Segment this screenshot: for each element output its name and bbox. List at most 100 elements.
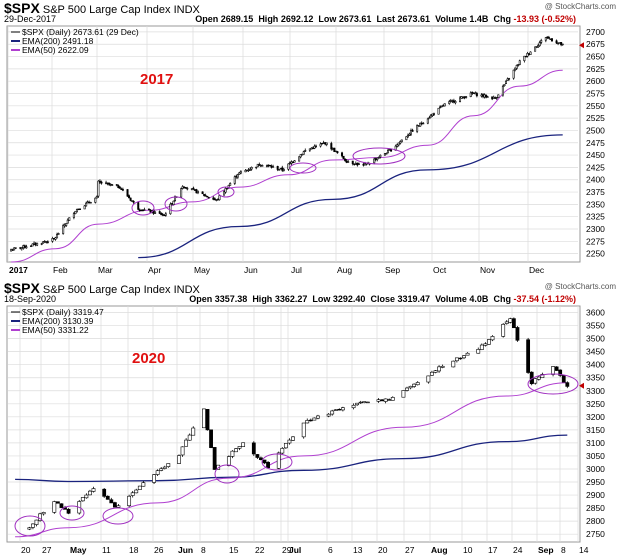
candle [192,186,195,191]
candle [550,38,553,42]
candle [342,155,345,160]
candle [561,374,566,383]
candle [164,211,167,217]
candle [515,64,518,71]
chg-value: -37.54 (-1.12%) [513,294,576,304]
candle [526,337,531,374]
candle [483,342,488,347]
candle [422,122,425,125]
open-value: 3357.38 [214,294,248,304]
candle [137,202,140,211]
x-tick-label: Aug [431,545,448,555]
candle [77,208,80,211]
candle [337,408,342,411]
candle [249,167,252,171]
candle [66,218,69,224]
candle [301,153,304,156]
candle [431,113,434,118]
candle [95,195,98,199]
candle [554,366,559,371]
y-tick-label: 2900 [586,490,605,500]
candle [250,166,253,171]
y-tick-label: 2750 [586,529,605,539]
candle [154,211,157,214]
symbol: $SPX [4,280,40,296]
candle [451,360,456,368]
candle [203,193,206,197]
credit[interactable]: @ StockCharts.com [544,2,616,11]
last-value: 2673.61 [397,14,431,24]
candle [38,512,42,522]
candle [184,438,189,447]
x-axis-ticks: 2017 Feb Mar Apr May Jun Jul Aug Sep Oct Nov Dec [9,265,545,275]
y-tick-label: 2350 [586,199,605,209]
candle [537,43,540,48]
candle [408,385,413,390]
candle [41,511,46,516]
y-tick-label: 2300 [586,224,605,234]
price-plot[interactable]: 2750 2800 2850 2900 2950 3000 3050 3100 3150 3200… [0,280,620,559]
candle [430,370,434,376]
candle [508,77,511,81]
candle [355,402,360,407]
legend: $SPX (Daily) 3319.47 EMA(200) 3130.39 EM… [11,307,104,335]
candle [115,184,118,187]
candle [511,317,516,329]
x-tick-label: Oct [433,265,447,275]
candle [172,200,175,206]
y-tick-label: 2625 [586,64,605,74]
candle [534,46,537,52]
candle [302,150,305,155]
candle [89,201,92,204]
support-ellipse [214,464,240,484]
legend-ema200: EMA(200) 3130.39 [22,316,94,326]
y-tick-label: 3550 [586,321,605,331]
price-plot[interactable]: 2250 2275 2300 2325 2350 2375 2400 2425 2450 2475… [0,0,620,279]
y-tick-label: 2375 [586,187,605,197]
y-tick-label: 3400 [586,360,605,370]
legend-ema200: EMA(200) 2491.18 [22,36,94,46]
high-label: High [252,294,273,304]
candle [239,170,242,175]
candle [344,158,347,162]
candle [126,189,129,197]
candle [266,461,270,469]
x-tick-label: 13 [353,545,363,555]
candle [313,144,316,150]
chart-date: 18-Sep-2020 [4,294,57,304]
candle [159,467,164,472]
candle [118,186,121,189]
x-tick-label: Feb [53,265,68,275]
candle [377,156,380,159]
candle [205,409,210,431]
x-tick-label: 22 [255,545,265,555]
candle [308,148,311,152]
candle [117,184,120,189]
candle [454,357,459,363]
candle [504,80,507,85]
candle [186,186,189,191]
support-ellipse [102,507,134,525]
candle [143,207,146,211]
x-tick-label: 11 [102,545,111,555]
candle [426,375,431,384]
candle [429,113,432,118]
plot-frame [6,25,581,263]
candle [291,436,295,441]
candle [408,132,411,136]
candle [299,154,302,159]
exchange: INDX [173,284,200,296]
y-tick-label: 2675 [586,39,605,49]
candle [100,180,103,185]
candle [255,166,258,170]
candle [94,197,97,204]
candle [314,144,317,148]
candle [432,112,435,117]
candle [287,438,292,445]
candle [68,217,71,221]
candle [111,183,114,186]
credit[interactable]: @ StockCharts.com [544,282,616,291]
legend-price: $SPX (Daily) 2673.61 (29 Dec) [22,27,139,37]
candle [386,148,389,154]
candle [412,383,417,388]
